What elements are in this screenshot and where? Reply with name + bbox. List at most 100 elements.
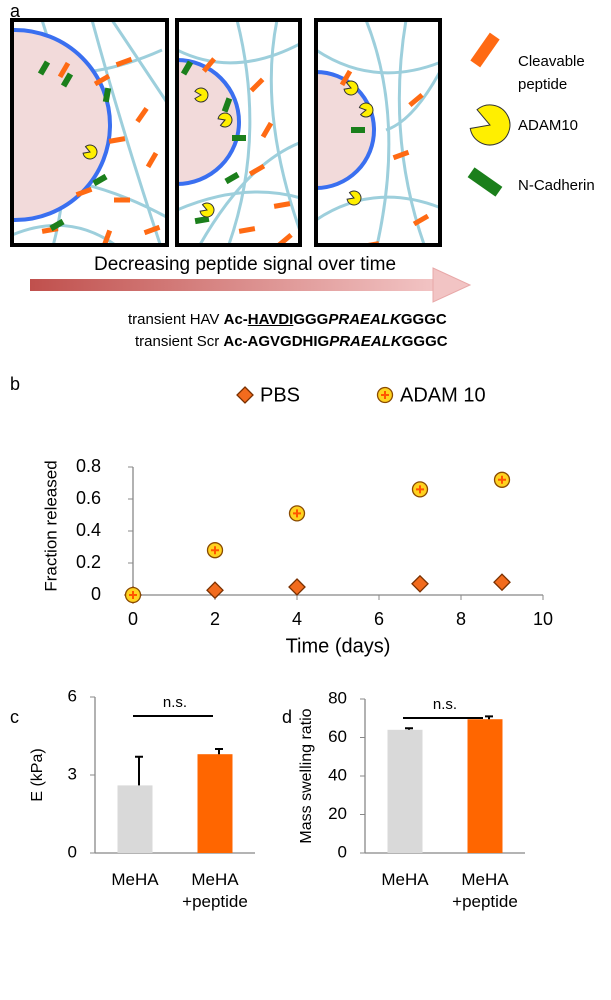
peptide-icon — [412, 213, 430, 227]
error-bar — [485, 715, 493, 720]
peptide-icon — [392, 149, 410, 161]
hydrogel-fiber — [177, 190, 300, 212]
point — [288, 578, 306, 596]
error-bar — [405, 727, 413, 730]
point — [411, 481, 429, 498]
bar — [387, 729, 423, 853]
peptide-icon — [114, 197, 130, 203]
error-bar — [135, 755, 143, 786]
hydrogel-fiber — [90, 20, 162, 245]
y-tick-label: 20 — [328, 804, 347, 823]
panel-label: b — [10, 374, 20, 394]
sequence-label: transient Scr — [135, 333, 220, 350]
schematic — [10, 18, 511, 247]
x-tick-label: MeHA +peptide — [452, 870, 518, 911]
y-tick-label: 0 — [68, 842, 77, 861]
peptide-icon — [57, 61, 71, 79]
peptide-icon — [180, 60, 194, 76]
panel-label: a — [10, 1, 21, 21]
peptide-icon — [408, 92, 424, 108]
point — [288, 505, 306, 522]
arrow-head — [432, 267, 472, 303]
sequence-part: Ac- — [223, 311, 248, 328]
point — [493, 471, 511, 488]
hydrogel-fiber — [316, 48, 440, 75]
y-tick-label: 0.2 — [76, 552, 101, 572]
peptide-icon — [249, 77, 265, 93]
hydrogel-fiber — [110, 20, 167, 106]
x-tick-label: 6 — [374, 609, 384, 629]
sequence-part: Ac-AGVGDHIG — [223, 333, 330, 350]
peptide-icon — [470, 32, 500, 68]
adam10-icon — [217, 112, 233, 128]
legend-label: ADAM10 — [518, 117, 579, 134]
peptide-icon — [101, 229, 113, 245]
peptide-icon — [143, 224, 161, 236]
peptide-icon — [102, 87, 112, 103]
point — [124, 586, 142, 604]
y-tick-label: 0.8 — [76, 456, 101, 476]
peptide-icon — [232, 135, 246, 141]
bar — [117, 785, 153, 853]
legend-label: PBS — [260, 384, 300, 406]
point — [376, 386, 394, 404]
peptide-icon — [115, 56, 133, 68]
peptide-icon — [339, 69, 353, 87]
peptide-icon — [145, 151, 159, 169]
peptide-icon — [108, 136, 126, 144]
peptide-icon — [75, 186, 93, 198]
adam10-icon — [82, 144, 98, 160]
hydrogel-fiber — [385, 68, 440, 132]
y-tick-label: 3 — [68, 764, 77, 783]
sequence: transient HAV Ac-HAVDIGGGPRAEALKGGGC — [128, 311, 447, 328]
peptide-icon — [37, 60, 51, 76]
gel-box — [12, 20, 167, 245]
point-cross — [381, 391, 389, 399]
hydrogel-fiber — [227, 20, 252, 245]
point-cross — [211, 546, 219, 555]
y-tick-label: 0.6 — [76, 488, 101, 508]
point-cross — [416, 485, 424, 494]
sequence: transient Scr Ac-AGVGDHIGPRAEALKGGGC — [135, 333, 448, 350]
y-tick-label: 0 — [91, 584, 101, 604]
peptide-icon — [273, 201, 291, 209]
adam10-icon — [194, 87, 209, 103]
point — [411, 574, 429, 593]
x-tick-label: 10 — [533, 609, 553, 629]
legend-label: N-Cadherin — [518, 177, 595, 194]
legend-label: ADAM 10 — [400, 384, 486, 406]
annotation: n.s. — [433, 696, 457, 713]
adam10-icon — [358, 102, 374, 118]
y-tick-label: 40 — [328, 765, 347, 784]
point — [236, 386, 254, 404]
peptide-icon — [238, 226, 256, 234]
x-tick-label: 2 — [210, 609, 220, 629]
peptide-icon — [248, 163, 266, 177]
y-axis-label: Fraction released — [41, 460, 60, 591]
arrow-shaft — [30, 279, 435, 291]
sequence-part: GGG — [293, 311, 329, 328]
panel-label: c — [10, 707, 19, 727]
sequence-part: HAVDI — [247, 311, 294, 328]
peptide-icon — [92, 173, 108, 187]
adam10-icon — [469, 104, 511, 146]
y-tick-label: 60 — [328, 727, 347, 746]
hydrogel-fiber — [198, 141, 300, 245]
point — [206, 581, 224, 600]
x-axis-label: Time (days) — [286, 635, 391, 657]
peptide-icon — [351, 127, 365, 133]
peptide-icon — [201, 57, 217, 73]
arrow-label: Decreasing peptide signal over time — [94, 254, 396, 275]
y-axis-label: Mass swelling ratio — [298, 708, 315, 843]
gel-frame — [175, 18, 302, 247]
peptide-icon — [60, 72, 74, 88]
adam10-icon — [343, 80, 359, 96]
cell — [177, 58, 241, 186]
hydrogel-fiber — [12, 223, 118, 245]
gel-box — [177, 20, 300, 245]
y-tick-label: 6 — [68, 686, 77, 705]
peptide-icon — [467, 167, 503, 197]
point-cross — [129, 591, 137, 599]
y-axis-label: E (kPa) — [29, 748, 46, 801]
